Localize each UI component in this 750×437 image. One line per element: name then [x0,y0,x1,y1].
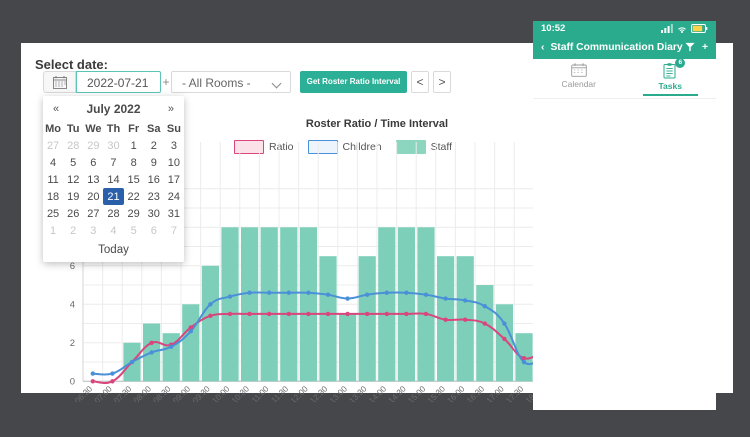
svg-text:2: 2 [70,338,75,349]
svg-text:0: 0 [70,376,75,387]
svg-text:06:00-06:30: 06:00-06:30 [56,383,95,402]
svg-text:4: 4 [70,299,75,310]
svg-text:6: 6 [70,261,75,272]
